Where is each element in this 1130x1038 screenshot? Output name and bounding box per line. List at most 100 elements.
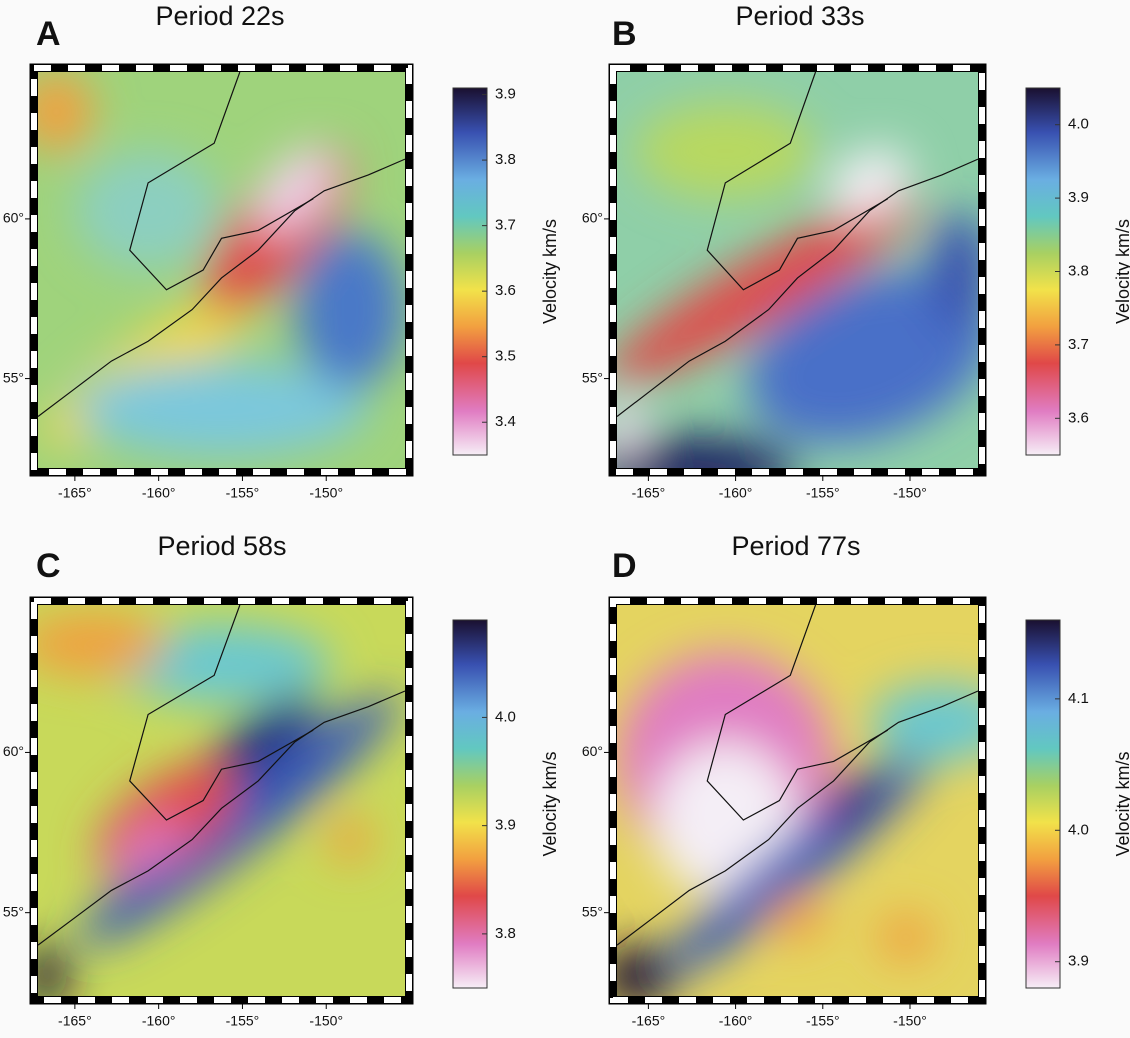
colorbar-label: Velocity km/s: [1113, 219, 1130, 324]
y-tick-label: 60°: [582, 743, 603, 759]
coastline: [617, 690, 978, 946]
anomaly: [38, 945, 68, 996]
x-tick-label: -160°: [719, 1013, 753, 1029]
anomaly: [617, 945, 672, 996]
frame-ticks: [31, 65, 412, 475]
colorbar-tick-label: 3.8: [495, 925, 516, 942]
frame-outline: [608, 596, 987, 1005]
anomaly: [327, 816, 372, 864]
anomaly: [38, 612, 167, 676]
anomaly: [198, 693, 318, 791]
y-tick-label: 60°: [3, 210, 24, 226]
panel-letter: A: [36, 15, 61, 53]
x-tick-label: -150°: [893, 1013, 927, 1029]
coastline: [706, 605, 889, 821]
colorbar-tick-label: 3.9: [495, 817, 516, 834]
anomaly: [294, 230, 405, 389]
x-tick-label: -155°: [806, 1013, 840, 1029]
x-tick-label: -165°: [58, 485, 92, 501]
colorbar: [452, 619, 488, 989]
colorbar-tick-label: 3.6: [495, 282, 516, 299]
colorbar-tick-label: 3.6: [1068, 409, 1089, 426]
colorbar: [452, 87, 488, 456]
colorbar-label: Velocity km/s: [540, 751, 560, 856]
colorbar-tick-label: 3.7: [1068, 336, 1089, 353]
colorbar: [1025, 87, 1061, 456]
map-field: [38, 605, 405, 996]
colorbar-tick-label: 3.8: [495, 151, 516, 168]
panel-letter: B: [612, 15, 637, 53]
x-tick-label: -155°: [226, 485, 260, 501]
x-tick-label: -165°: [632, 485, 666, 501]
y-tick-label: 55°: [3, 903, 24, 919]
x-tick-label: -165°: [58, 1013, 92, 1029]
anomaly: [38, 72, 94, 152]
x-tick-label: -160°: [719, 485, 753, 501]
colorbar-tick-label: 3.8: [1068, 262, 1089, 279]
anomaly: [931, 210, 978, 330]
frame-outline: [608, 63, 987, 477]
y-tick-label: 55°: [3, 369, 24, 385]
panel-title: Period 58s: [157, 531, 286, 561]
colorbar-tick-label: 4.0: [1068, 116, 1089, 133]
panel-letter: D: [612, 547, 637, 585]
anomaly: [111, 624, 332, 703]
frame-outline: [29, 596, 414, 1005]
anomaly: [635, 103, 816, 199]
x-tick-label: -160°: [142, 1013, 176, 1029]
anomaly: [828, 147, 911, 218]
anomaly: [255, 147, 335, 235]
x-tick-label: -150°: [309, 485, 343, 501]
x-tick-label: -160°: [142, 485, 176, 501]
colorbar: [1025, 619, 1061, 989]
anomaly: [617, 396, 643, 461]
anomaly: [74, 151, 222, 270]
coastline: [129, 605, 314, 821]
anomaly: [876, 913, 935, 961]
anomaly: [821, 772, 883, 829]
y-tick-label: 60°: [3, 743, 24, 759]
anomaly: [869, 683, 978, 762]
map-field: [617, 605, 978, 996]
x-tick-label: -150°: [893, 485, 927, 501]
coastline: [38, 158, 405, 417]
anomaly: [110, 817, 186, 878]
colorbar-label: Velocity km/s: [540, 219, 560, 324]
anomaly: [79, 693, 401, 947]
y-tick-label: 55°: [582, 903, 603, 919]
map-field: [38, 72, 405, 468]
anomaly: [747, 271, 978, 444]
velocity-field: [38, 72, 405, 457]
colorbar-label: Velocity km/s: [1113, 751, 1130, 856]
panel-letter: C: [36, 547, 61, 585]
colorbar-tick-label: 3.9: [1068, 953, 1089, 970]
panel-title: Period 33s: [735, 1, 864, 31]
x-tick-label: -155°: [226, 1013, 260, 1029]
colorbar-tick-label: 4.0: [1068, 821, 1089, 838]
y-tick-label: 60°: [582, 210, 603, 226]
colorbar-tick-label: 3.7: [495, 217, 516, 234]
coastline: [706, 72, 889, 291]
colorbar-tick-label: 3.9: [1068, 189, 1089, 206]
frame-ticks: [610, 65, 985, 475]
velocity-field: [38, 612, 401, 996]
frame-ticks: [610, 598, 985, 1003]
colorbar-tick-label: 4.1: [1068, 690, 1089, 707]
y-tick-label: 55°: [582, 369, 603, 385]
coastline: [129, 72, 314, 291]
anomaly: [617, 436, 798, 468]
x-tick-label: -150°: [309, 1013, 343, 1029]
panel-title: Period 22s: [155, 1, 284, 31]
coastline: [617, 158, 978, 417]
colorbar-tick-label: 4.0: [495, 708, 516, 725]
anomaly: [768, 894, 827, 942]
map-field: [617, 72, 978, 468]
frame-ticks: [31, 598, 412, 1003]
colorbar-tick-label: 3.4: [495, 413, 516, 430]
anomaly: [74, 361, 369, 457]
panel-title: Period 77s: [731, 531, 860, 561]
x-tick-label: -155°: [806, 485, 840, 501]
coastline: [38, 690, 405, 946]
colorbar-tick-label: 3.5: [495, 348, 516, 365]
